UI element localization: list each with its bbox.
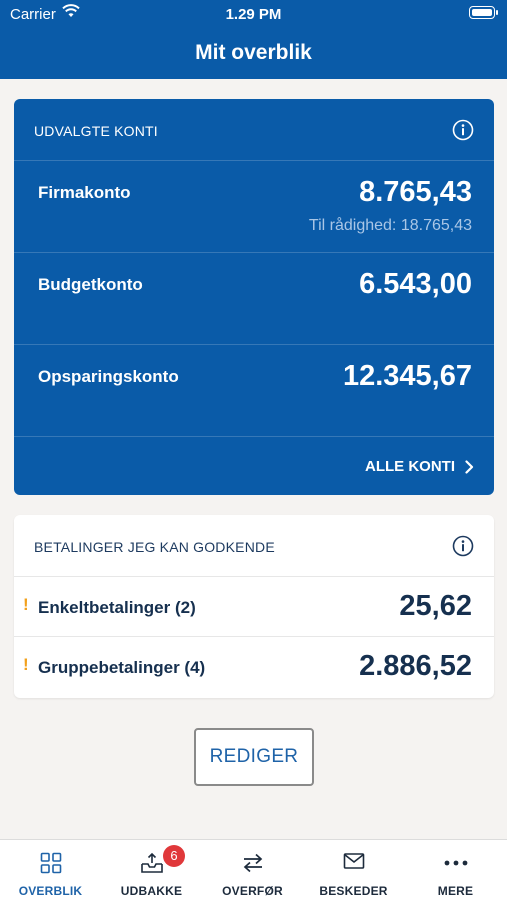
account-row-opsparingskonto[interactable]: Opsparingskonto 12.345,67 — [14, 345, 494, 437]
payment-row-group[interactable]: ! Gruppebetalinger (4) 2.886,52 — [14, 637, 494, 697]
tab-label: BESKEDER — [319, 884, 388, 898]
info-icon[interactable] — [452, 119, 474, 141]
account-balance: 8.765,43 — [359, 176, 472, 208]
account-row-firmakonto[interactable]: Firmakonto 8.765,43 Til rådighed: 18.765… — [14, 161, 494, 253]
account-available: Til rådighed: 18.765,43 — [308, 217, 472, 234]
battery-icon — [469, 6, 498, 19]
tab-udbakke[interactable]: 6 UDBAKKE — [101, 840, 202, 900]
outbox-badge: 6 — [163, 845, 185, 867]
payments-card-heading: BETALINGER JEG KAN GODKENDE — [34, 539, 275, 555]
account-row-budgetkonto[interactable]: Budgetkonto 6.543,00 — [14, 253, 494, 345]
page-title: Mit overblik — [195, 41, 312, 64]
selected-accounts-card: UDVALGTE KONTI Firmakonto 8.765,43 Til r… — [14, 99, 494, 495]
wifi-icon — [62, 4, 80, 17]
all-accounts-label: ALLE KONTI — [365, 458, 455, 475]
status-bar: Carrier 1.29 PM — [0, 0, 507, 28]
account-name: Firmakonto — [38, 183, 131, 202]
transfer-icon — [243, 853, 262, 873]
tab-label: OVERBLIK — [18, 884, 83, 898]
account-balance: 6.543,00 — [359, 268, 472, 300]
info-icon[interactable] — [452, 535, 474, 557]
warning-icon: ! — [23, 595, 29, 614]
tab-overfoer[interactable]: OVERFØR — [202, 840, 303, 900]
tab-bar: OVERBLIK 6 UDBAKKE OVERFØR BESKEDER MERE — [0, 839, 507, 900]
payments-to-approve-card: BETALINGER JEG KAN GODKENDE ! Enkeltbeta… — [14, 515, 494, 698]
payment-row-single[interactable]: ! Enkeltbetalinger (2) 25,62 — [14, 577, 494, 637]
tab-label: OVERFØR — [222, 884, 283, 898]
payment-amount: 25,62 — [399, 590, 472, 622]
accounts-card-header: UDVALGTE KONTI — [14, 99, 494, 161]
tab-beskeder[interactable]: BESKEDER — [303, 840, 404, 900]
tab-mere[interactable]: MERE — [404, 840, 507, 900]
more-dots-icon — [444, 860, 467, 866]
all-accounts-link[interactable]: ALLE KONTI — [365, 458, 474, 475]
tab-overblik[interactable]: OVERBLIK — [0, 840, 101, 900]
app-header: Carrier 1.29 PM Mit overblik — [0, 0, 507, 79]
grid-icon — [40, 852, 61, 874]
carrier-label: Carrier — [10, 6, 56, 23]
warning-icon: ! — [23, 655, 29, 674]
account-name: Opsparingskonto — [38, 367, 179, 386]
outbox-icon — [140, 852, 163, 873]
envelope-icon — [343, 853, 364, 869]
payment-type: Enkeltbetalinger (2) — [38, 598, 196, 617]
account-name: Budgetkonto — [38, 275, 143, 294]
payment-amount: 2.886,52 — [359, 650, 472, 682]
accounts-card-heading: UDVALGTE KONTI — [34, 123, 158, 139]
payments-card-header: BETALINGER JEG KAN GODKENDE — [14, 515, 494, 577]
chevron-right-icon — [465, 459, 474, 474]
tab-label: MERE — [437, 884, 474, 898]
status-time: 1.29 PM — [225, 6, 282, 23]
account-balance: 12.345,67 — [342, 360, 472, 392]
edit-button[interactable]: REDIGER — [194, 728, 314, 786]
tab-label: UDBAKKE — [120, 884, 183, 898]
payment-type: Gruppebetalinger (4) — [38, 658, 206, 677]
